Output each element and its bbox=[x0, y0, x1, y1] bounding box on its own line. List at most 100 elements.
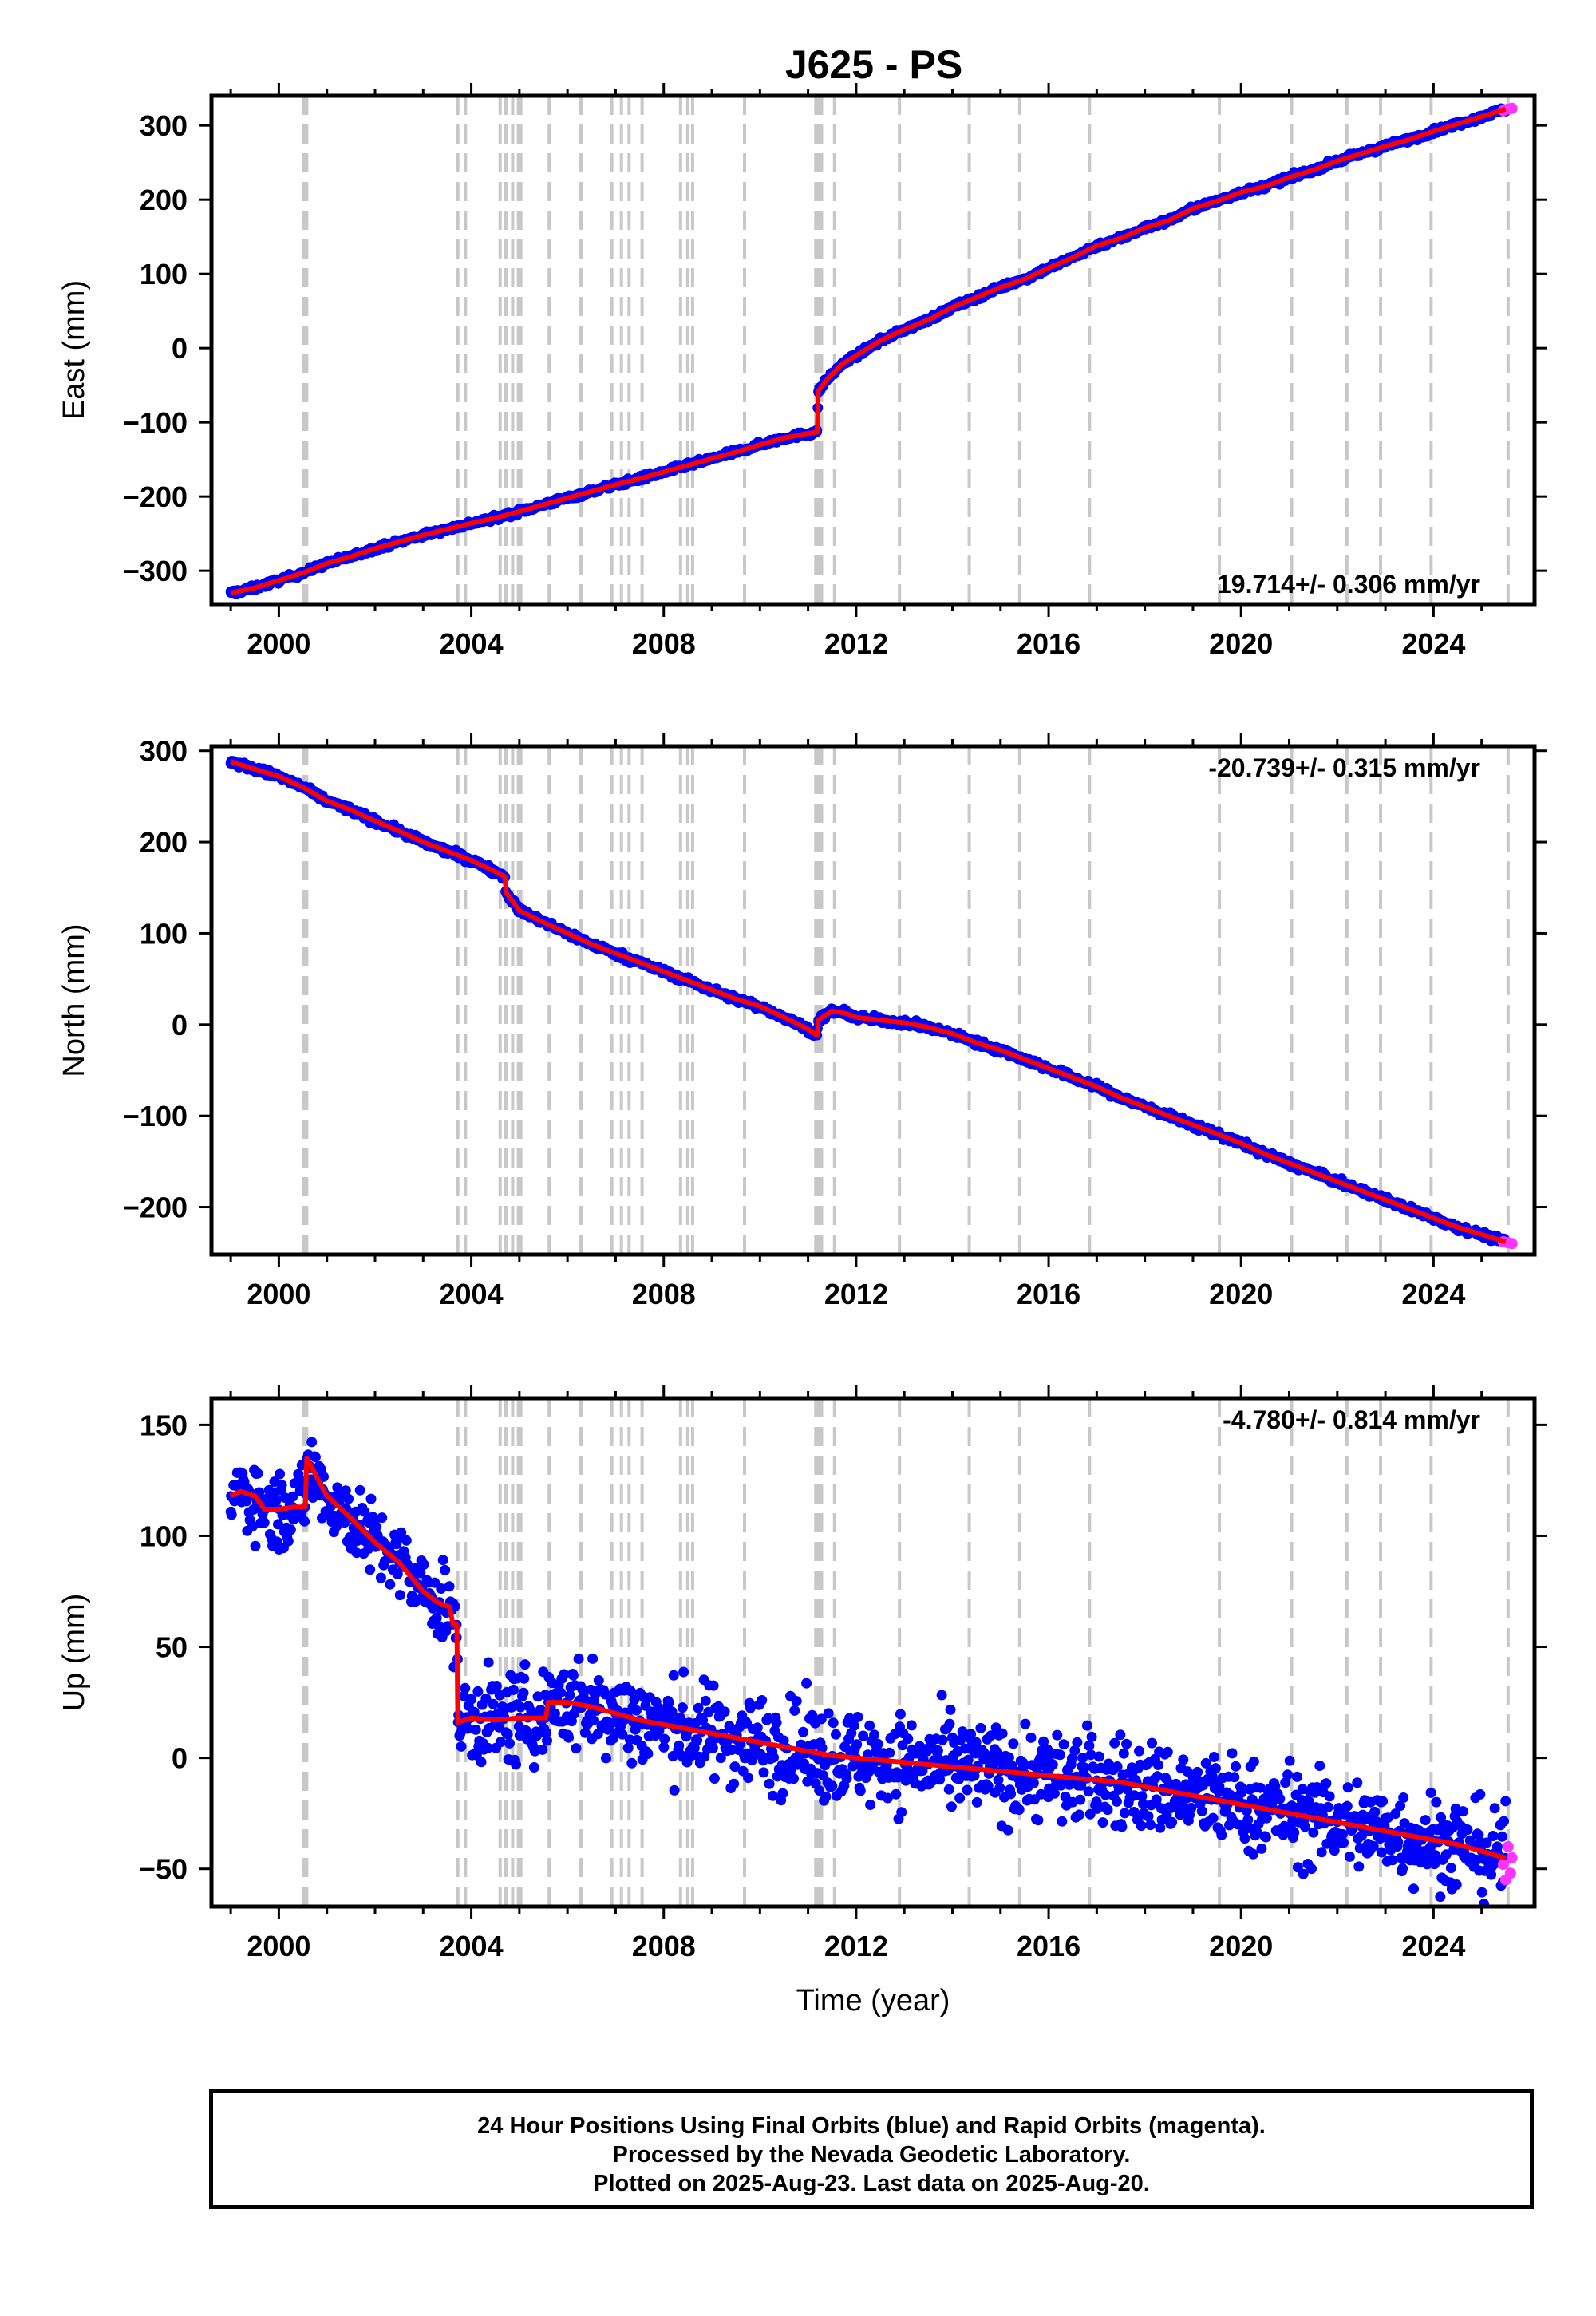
panel-north: 2000 2004 2008 2012 2016 2020 2024 −200 −100 0 100… bbox=[57, 733, 1547, 1310]
data-point bbox=[1162, 1746, 1173, 1757]
data-point bbox=[1431, 1796, 1442, 1808]
data-point bbox=[276, 1480, 287, 1491]
rapid-orbit-points bbox=[1497, 1840, 1518, 1886]
data-point bbox=[869, 1729, 880, 1741]
footer-line-plotted: Plotted on 2025-Aug-23. Last data on 202… bbox=[593, 2171, 1150, 2196]
data-point bbox=[1167, 1816, 1178, 1828]
x-tick-label: 2016 bbox=[1017, 1930, 1080, 1962]
data-point bbox=[906, 1720, 917, 1731]
y-tick-label: 0 bbox=[172, 1742, 188, 1775]
data-point bbox=[1445, 1863, 1456, 1874]
data-point bbox=[252, 1468, 263, 1479]
model-line bbox=[229, 1456, 1507, 1860]
data-point bbox=[1329, 1845, 1340, 1856]
data-point bbox=[571, 1743, 582, 1754]
data-point bbox=[851, 1739, 863, 1750]
data-point bbox=[1134, 1745, 1144, 1757]
data-point bbox=[986, 1730, 997, 1741]
data-point bbox=[1314, 1761, 1325, 1771]
data-point bbox=[375, 1572, 386, 1583]
data-point bbox=[884, 1747, 895, 1758]
data-point bbox=[827, 1780, 838, 1792]
data-point bbox=[768, 1752, 779, 1763]
data-point bbox=[1299, 1821, 1310, 1832]
data-point bbox=[537, 1744, 548, 1755]
data-point bbox=[828, 1717, 839, 1729]
data-point bbox=[864, 1720, 875, 1731]
rapid-data-point bbox=[1497, 1859, 1509, 1871]
data-point bbox=[1086, 1731, 1097, 1742]
data-point bbox=[1316, 1847, 1327, 1858]
data-point bbox=[1025, 1732, 1037, 1743]
panel-up: 2000 2004 2008 2012 2016 2020 2024 −50 0 50 100 150… bbox=[57, 1385, 1547, 2018]
x-axis: 2000 2004 2008 2012 2016 2020 2024 bbox=[229, 733, 1483, 1310]
data-point bbox=[1280, 1777, 1291, 1788]
data-point bbox=[1143, 1811, 1154, 1822]
data-point bbox=[1390, 1808, 1401, 1820]
y-axis-label: East (mm) bbox=[57, 280, 91, 420]
data-point bbox=[768, 1790, 778, 1801]
x-tick-label: 2008 bbox=[632, 1930, 696, 1962]
data-point bbox=[708, 1680, 719, 1691]
data-point bbox=[1408, 1883, 1419, 1895]
data-point bbox=[1085, 1749, 1096, 1761]
data-point bbox=[555, 1687, 567, 1698]
data-point bbox=[1420, 1815, 1431, 1826]
data-point bbox=[658, 1741, 670, 1753]
data-point bbox=[431, 1613, 442, 1623]
data-point bbox=[807, 1709, 818, 1721]
y-axis-label: Up (mm) bbox=[57, 1594, 91, 1712]
data-point bbox=[954, 1792, 966, 1804]
data-point bbox=[771, 1717, 782, 1729]
plot-frame bbox=[209, 93, 1537, 607]
data-point bbox=[978, 1748, 990, 1759]
data-point bbox=[1192, 1766, 1203, 1777]
y-axis-label: North (mm) bbox=[57, 923, 91, 1077]
data-point bbox=[1074, 1809, 1084, 1820]
data-point bbox=[745, 1702, 756, 1713]
data-point bbox=[1248, 1756, 1259, 1767]
data-point bbox=[282, 1535, 294, 1547]
final-orbit-points bbox=[225, 1437, 1511, 1907]
data-point bbox=[858, 1730, 869, 1741]
data-point bbox=[709, 1773, 720, 1784]
data-point bbox=[903, 1733, 914, 1745]
y-axis: −200 −100 0 100 200 300 bbox=[123, 735, 1547, 1224]
data-point bbox=[579, 1727, 591, 1738]
data-point bbox=[992, 1747, 1003, 1758]
data-point bbox=[1248, 1848, 1258, 1860]
data-point bbox=[757, 1695, 768, 1705]
data-point bbox=[936, 1690, 947, 1701]
y-tick-label: −50 bbox=[139, 1853, 188, 1886]
data-point bbox=[306, 1437, 318, 1448]
data-point bbox=[415, 1567, 426, 1579]
data-point bbox=[1136, 1820, 1147, 1832]
x-tick-label: 2012 bbox=[824, 1930, 888, 1962]
data-point bbox=[1020, 1718, 1031, 1729]
x-tick-label: 2020 bbox=[1209, 627, 1273, 660]
data-point bbox=[359, 1506, 370, 1517]
data-point bbox=[1155, 1822, 1166, 1833]
data-point bbox=[1083, 1786, 1094, 1797]
y-tick-label: −200 bbox=[123, 480, 188, 513]
data-point bbox=[729, 1761, 741, 1773]
data-point bbox=[1102, 1804, 1113, 1816]
data-point bbox=[970, 1737, 982, 1748]
data-point bbox=[1322, 1801, 1333, 1812]
data-point bbox=[354, 1484, 365, 1496]
x-tick-label: 2008 bbox=[632, 1278, 696, 1310]
data-point bbox=[1486, 1869, 1497, 1880]
data-point bbox=[1210, 1763, 1221, 1774]
data-point bbox=[993, 1774, 1004, 1785]
x-axis: 2000 2004 2008 2012 2016 2020 2024 bbox=[229, 1385, 1483, 1962]
plot-frame bbox=[209, 744, 1537, 1257]
data-point bbox=[1151, 1794, 1162, 1805]
data-point bbox=[476, 1757, 487, 1768]
data-point bbox=[1057, 1816, 1068, 1827]
data-point bbox=[1147, 1737, 1157, 1749]
data-point bbox=[515, 1701, 526, 1713]
data-point bbox=[365, 1493, 377, 1504]
data-point bbox=[823, 1708, 834, 1719]
data-point bbox=[511, 1759, 522, 1770]
data-point bbox=[1049, 1788, 1060, 1799]
